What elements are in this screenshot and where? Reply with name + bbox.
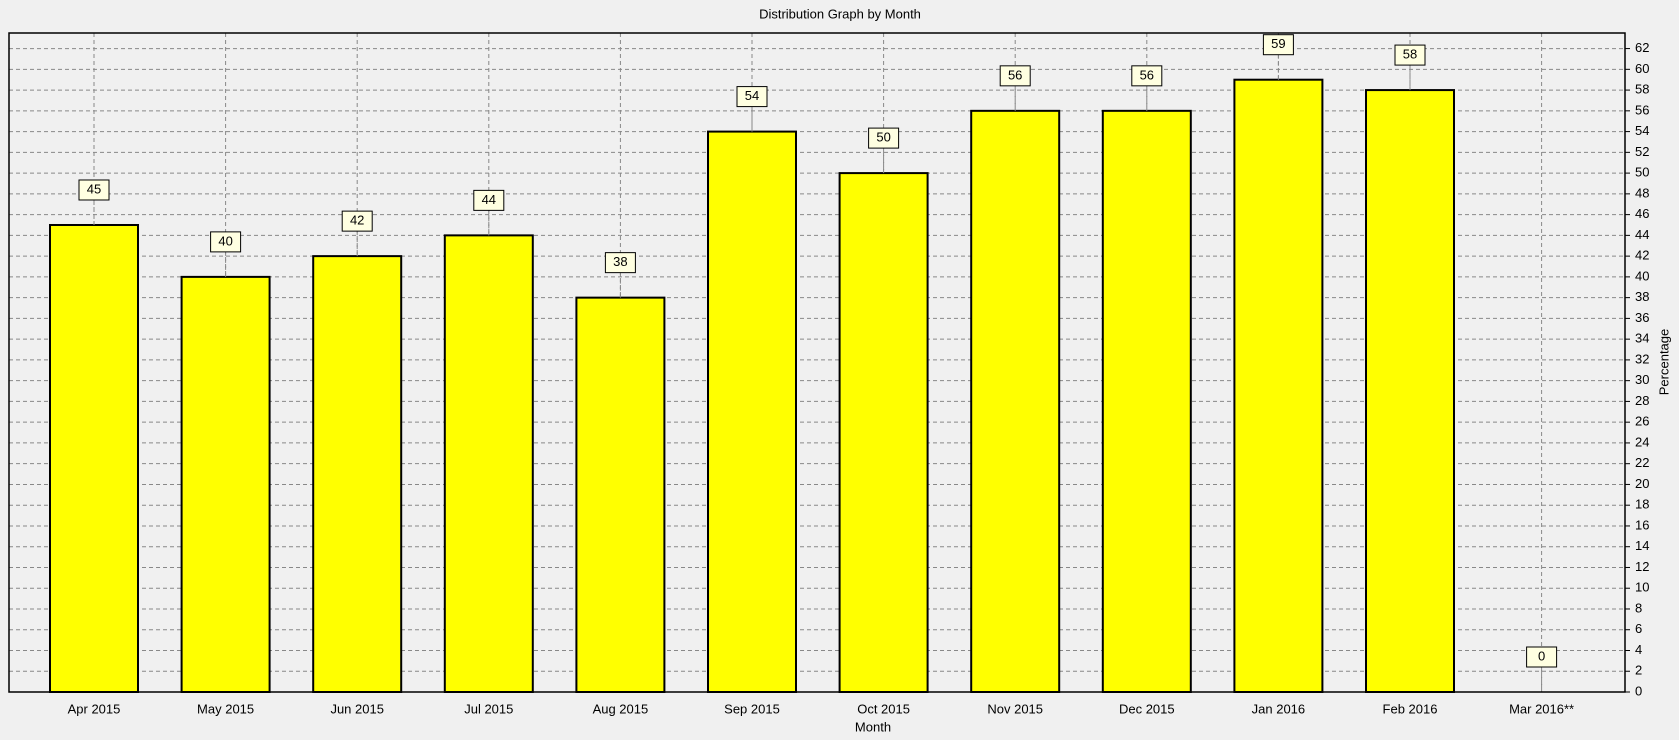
y-tick-label: 8 <box>1635 600 1642 615</box>
x-tick-label: Jun 2015 <box>330 701 384 716</box>
y-tick-label: 36 <box>1635 310 1649 325</box>
bar <box>575 296 666 693</box>
x-tick-label: Jul 2015 <box>464 701 513 716</box>
y-tick-label: 40 <box>1635 268 1649 283</box>
x-tick-label: May 2015 <box>197 701 254 716</box>
x-tick-label: Nov 2015 <box>987 701 1043 716</box>
value-label: 59 <box>1271 36 1285 51</box>
y-tick-label: 26 <box>1635 414 1649 429</box>
value-label-box <box>341 210 373 232</box>
value-label: 56 <box>1008 67 1022 82</box>
y-tick-label: 18 <box>1635 497 1649 512</box>
bar <box>312 255 403 693</box>
y-tick-label: 62 <box>1635 40 1649 55</box>
y-tick-label: 48 <box>1635 185 1649 200</box>
chart-title: Distribution Graph by Month <box>759 6 921 21</box>
value-label: 54 <box>745 88 759 103</box>
value-label-box <box>1394 44 1426 66</box>
value-label: 58 <box>1403 47 1417 62</box>
bar <box>49 223 139 693</box>
y-axis-label: Percentage <box>1656 329 1671 396</box>
bar <box>1365 89 1455 694</box>
value-label: 56 <box>1140 67 1154 82</box>
x-tick-label: Oct 2015 <box>857 701 910 716</box>
y-tick-label: 50 <box>1635 165 1649 180</box>
y-tick-label: 2 <box>1635 663 1642 678</box>
y-tick-label: 0 <box>1635 683 1642 698</box>
x-tick-label: Aug 2015 <box>593 701 649 716</box>
y-tick-label: 6 <box>1635 621 1642 636</box>
y-tick-label: 56 <box>1635 102 1649 117</box>
y-tick-label: 42 <box>1635 248 1649 263</box>
value-label: 0 <box>1538 648 1545 663</box>
value-label: 44 <box>482 192 496 207</box>
y-tick-label: 12 <box>1635 559 1649 574</box>
value-label-box <box>736 86 768 108</box>
x-tick-label: Sep 2015 <box>724 701 780 716</box>
bar <box>1233 78 1324 693</box>
y-tick-label: 54 <box>1635 123 1649 138</box>
value-label-box <box>999 65 1031 87</box>
bar <box>1101 109 1192 693</box>
plot-frame <box>8 32 1626 693</box>
y-tick-label: 38 <box>1635 289 1649 304</box>
value-label: 38 <box>613 254 627 269</box>
bar <box>707 130 797 693</box>
y-tick-label: 14 <box>1635 538 1649 553</box>
y-tick-label: 16 <box>1635 517 1649 532</box>
y-tick-label: 30 <box>1635 372 1649 387</box>
value-label-box <box>78 179 110 201</box>
value-label-box <box>868 127 900 149</box>
value-label-box <box>210 231 242 253</box>
y-tick-label: 20 <box>1635 476 1649 491</box>
value-label: 45 <box>87 181 101 196</box>
x-tick-label: Apr 2015 <box>68 701 121 716</box>
bar <box>970 109 1061 693</box>
bar <box>443 234 534 693</box>
x-tick-label: Jan 2016 <box>1252 701 1306 716</box>
value-label: 40 <box>218 233 232 248</box>
bar <box>838 172 929 693</box>
y-tick-label: 10 <box>1635 580 1649 595</box>
y-tick-label: 32 <box>1635 351 1649 366</box>
y-tick-label: 4 <box>1635 642 1642 657</box>
value-label: 42 <box>350 213 364 228</box>
value-label: 50 <box>876 130 890 145</box>
x-tick-label: Dec 2015 <box>1119 701 1175 716</box>
x-tick-label: Feb 2016 <box>1383 701 1438 716</box>
y-tick-label: 44 <box>1635 227 1649 242</box>
value-label-box <box>604 252 636 274</box>
y-tick-label: 52 <box>1635 144 1649 159</box>
bar <box>180 275 271 693</box>
x-axis-label: Month <box>855 719 891 734</box>
y-tick-label: 22 <box>1635 455 1649 470</box>
value-label-box <box>1526 646 1558 668</box>
value-label-box <box>1262 34 1294 56</box>
y-tick-label: 58 <box>1635 82 1649 97</box>
y-tick-label: 34 <box>1635 331 1649 346</box>
value-label-box <box>1131 65 1163 87</box>
y-tick-label: 28 <box>1635 393 1649 408</box>
x-tick-label: Mar 2016** <box>1509 701 1574 716</box>
value-label-box <box>473 189 505 211</box>
y-tick-label: 60 <box>1635 61 1649 76</box>
y-tick-label: 46 <box>1635 206 1649 221</box>
y-tick-label: 24 <box>1635 434 1649 449</box>
